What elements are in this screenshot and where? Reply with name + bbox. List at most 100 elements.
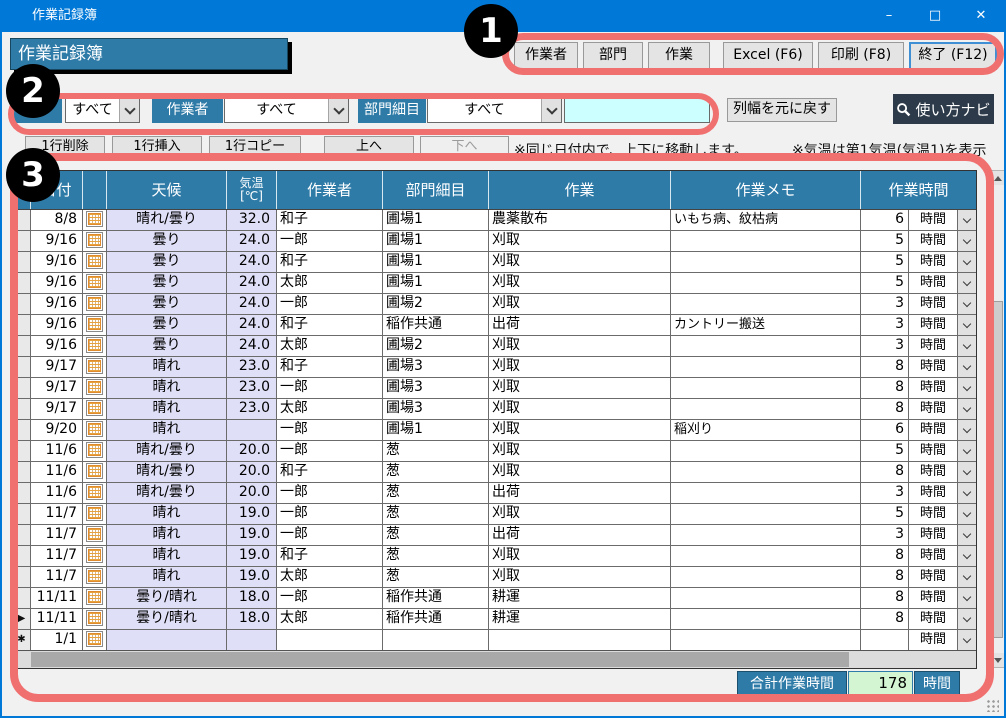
- work-cell[interactable]: 農薬散布: [489, 210, 671, 230]
- temp-cell[interactable]: 23.0: [227, 378, 277, 398]
- weather-cell[interactable]: 曇り: [107, 336, 227, 356]
- weather-cell[interactable]: 曇り: [107, 294, 227, 314]
- date-cell[interactable]: 9/17: [31, 357, 83, 377]
- dept-cell[interactable]: 圃場2: [383, 336, 489, 356]
- weather-cell[interactable]: 晴れ/曇り: [107, 210, 227, 230]
- calendar-icon[interactable]: [86, 442, 103, 458]
- memo-cell[interactable]: [671, 609, 861, 629]
- row-selector[interactable]: [13, 462, 31, 482]
- hours-cell[interactable]: 5: [861, 441, 909, 461]
- worker-cell[interactable]: 一郎: [277, 441, 383, 461]
- calendar-icon[interactable]: [86, 232, 103, 248]
- calendar-icon[interactable]: [86, 379, 103, 395]
- hours-cell[interactable]: 5: [861, 252, 909, 272]
- weather-cell[interactable]: 晴れ: [107, 546, 227, 566]
- date-cell[interactable]: 1/1: [31, 630, 83, 650]
- dept-cell[interactable]: 圃場3: [383, 399, 489, 419]
- horizontal-scrollbar-thumb[interactable]: [31, 652, 849, 667]
- temp-cell[interactable]: 23.0: [227, 399, 277, 419]
- work-cell[interactable]: 刈取: [489, 462, 671, 482]
- worker-cell[interactable]: 和子: [277, 252, 383, 272]
- dept-cell[interactable]: 稲作共通: [383, 609, 489, 629]
- hours-cell[interactable]: 5: [861, 504, 909, 524]
- weather-cell[interactable]: 晴れ: [107, 378, 227, 398]
- work-cell[interactable]: 刈取: [489, 273, 671, 293]
- calendar-icon[interactable]: [86, 253, 103, 269]
- date-cell[interactable]: 11/7: [31, 525, 83, 545]
- maximize-button[interactable]: □: [928, 8, 942, 23]
- hours-cell[interactable]: 3: [861, 483, 909, 503]
- dept-cell[interactable]: 圃場3: [383, 378, 489, 398]
- hours-cell[interactable]: 3: [861, 525, 909, 545]
- hours-dropdown[interactable]: [958, 231, 976, 251]
- calendar-icon[interactable]: [86, 631, 103, 647]
- hours-dropdown[interactable]: [958, 357, 976, 377]
- temp-cell[interactable]: 19.0: [227, 546, 277, 566]
- weather-cell[interactable]: 曇り: [107, 252, 227, 272]
- hours-cell[interactable]: 8: [861, 546, 909, 566]
- work-cell[interactable]: 刈取: [489, 252, 671, 272]
- calendar-icon[interactable]: [86, 358, 103, 374]
- col-memo[interactable]: 作業メモ: [671, 171, 861, 209]
- calendar-icon[interactable]: [86, 211, 103, 227]
- work-cell[interactable]: 刈取: [489, 294, 671, 314]
- help-navi-button[interactable]: 使い方ナビ: [893, 94, 994, 124]
- table-row[interactable]: 11/7 晴れ 19.0 太郎葱刈取 8 時間: [13, 567, 976, 588]
- work-cell[interactable]: 耕運: [489, 609, 671, 629]
- date-cell[interactable]: 9/16: [31, 294, 83, 314]
- calendar-icon[interactable]: [86, 568, 103, 584]
- col-dept[interactable]: 部門細目: [383, 171, 489, 209]
- date-cell[interactable]: 9/16: [31, 252, 83, 272]
- work-cell[interactable]: [489, 630, 671, 650]
- calendar-icon[interactable]: [86, 484, 103, 500]
- hours-dropdown[interactable]: [958, 630, 976, 650]
- date-cell[interactable]: 9/16: [31, 273, 83, 293]
- hours-dropdown[interactable]: [958, 420, 976, 440]
- hours-cell[interactable]: 8: [861, 378, 909, 398]
- memo-cell[interactable]: [671, 546, 861, 566]
- scroll-up-icon[interactable]: [991, 171, 1004, 185]
- dept-cell[interactable]: 葱: [383, 567, 489, 587]
- dept-cell[interactable]: 圃場1: [383, 231, 489, 251]
- calendar-icon[interactable]: [86, 463, 103, 479]
- table-row[interactable]: 9/16 曇り 24.0 太郎 圃場1 刈取 5 時間: [13, 273, 976, 294]
- row-selector[interactable]: [13, 483, 31, 503]
- department-master-button[interactable]: 部門: [583, 42, 643, 70]
- memo-cell[interactable]: [671, 273, 861, 293]
- memo-cell[interactable]: [671, 336, 861, 356]
- work-cell[interactable]: 刈取: [489, 567, 671, 587]
- row-selector[interactable]: [13, 525, 31, 545]
- dept-cell[interactable]: 葱: [383, 504, 489, 524]
- work-cell[interactable]: 耕運: [489, 588, 671, 608]
- dept-cell[interactable]: [383, 630, 489, 650]
- temp-cell[interactable]: 24.0: [227, 252, 277, 272]
- hours-cell[interactable]: [861, 630, 909, 650]
- worker-cell[interactable]: 一郎: [277, 294, 383, 314]
- work-cell[interactable]: 刈取: [489, 378, 671, 398]
- date-cell[interactable]: 9/17: [31, 378, 83, 398]
- vertical-scrollbar[interactable]: [990, 170, 1004, 668]
- hours-dropdown[interactable]: [958, 252, 976, 272]
- worker-cell[interactable]: 太郎: [277, 336, 383, 356]
- calendar-icon[interactable]: [86, 505, 103, 521]
- hours-dropdown[interactable]: [958, 588, 976, 608]
- dept-cell[interactable]: 葱: [383, 483, 489, 503]
- memo-cell[interactable]: [671, 357, 861, 377]
- work-cell[interactable]: 刈取: [489, 504, 671, 524]
- col-work[interactable]: 作業: [489, 171, 671, 209]
- temp-cell[interactable]: 24.0: [227, 315, 277, 335]
- work-cell[interactable]: 刈取: [489, 399, 671, 419]
- excel-export-button[interactable]: Excel (F6): [723, 42, 813, 70]
- calendar-icon[interactable]: [86, 547, 103, 563]
- row-selector[interactable]: [13, 420, 31, 440]
- dept-cell[interactable]: 圃場1: [383, 252, 489, 272]
- col-temp[interactable]: 気温 [℃]: [227, 171, 277, 209]
- exit-button[interactable]: 終了 (F12): [909, 42, 997, 70]
- temp-cell[interactable]: 23.0: [227, 357, 277, 377]
- temp-cell[interactable]: 24.0: [227, 231, 277, 251]
- worker-filter-select[interactable]: すべて: [224, 97, 349, 123]
- hours-dropdown[interactable]: [958, 567, 976, 587]
- hours-cell[interactable]: 5: [861, 273, 909, 293]
- row-selector[interactable]: [13, 273, 31, 293]
- row-selector[interactable]: ▶: [13, 609, 31, 629]
